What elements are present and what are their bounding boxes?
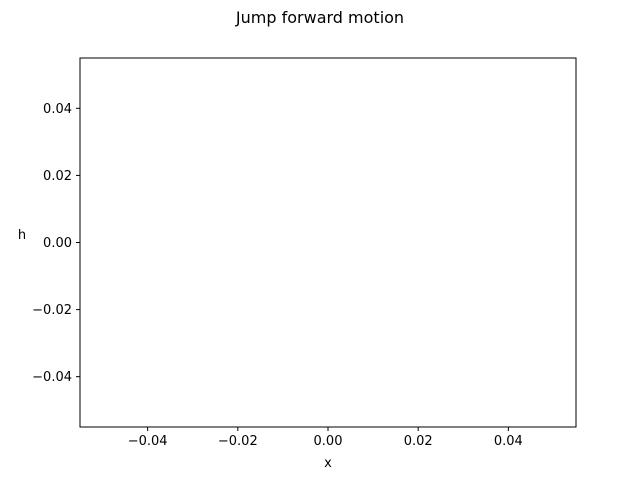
y-axis-label: h [18,228,26,243]
y-tick-label: 0.04 [43,102,72,117]
x-tick-label: 0.00 [314,434,343,449]
chart-title: Jump forward motion [235,8,404,27]
y-axis-ticks: −0.04 −0.02 0.00 0.02 0.04 [32,102,80,385]
y-tick-label: −0.02 [32,303,72,318]
x-tick-label: −0.02 [218,434,258,449]
x-tick-label: −0.04 [128,434,168,449]
x-tick-label: 0.02 [404,434,433,449]
x-axis-label: x [324,456,332,471]
x-tick-label: 0.04 [494,434,523,449]
x-axis-ticks: −0.04 −0.02 0.00 0.02 0.04 [128,427,523,449]
y-tick-label: 0.00 [43,236,72,251]
y-tick-label: 0.02 [43,169,72,184]
y-tick-label: −0.04 [32,370,72,385]
